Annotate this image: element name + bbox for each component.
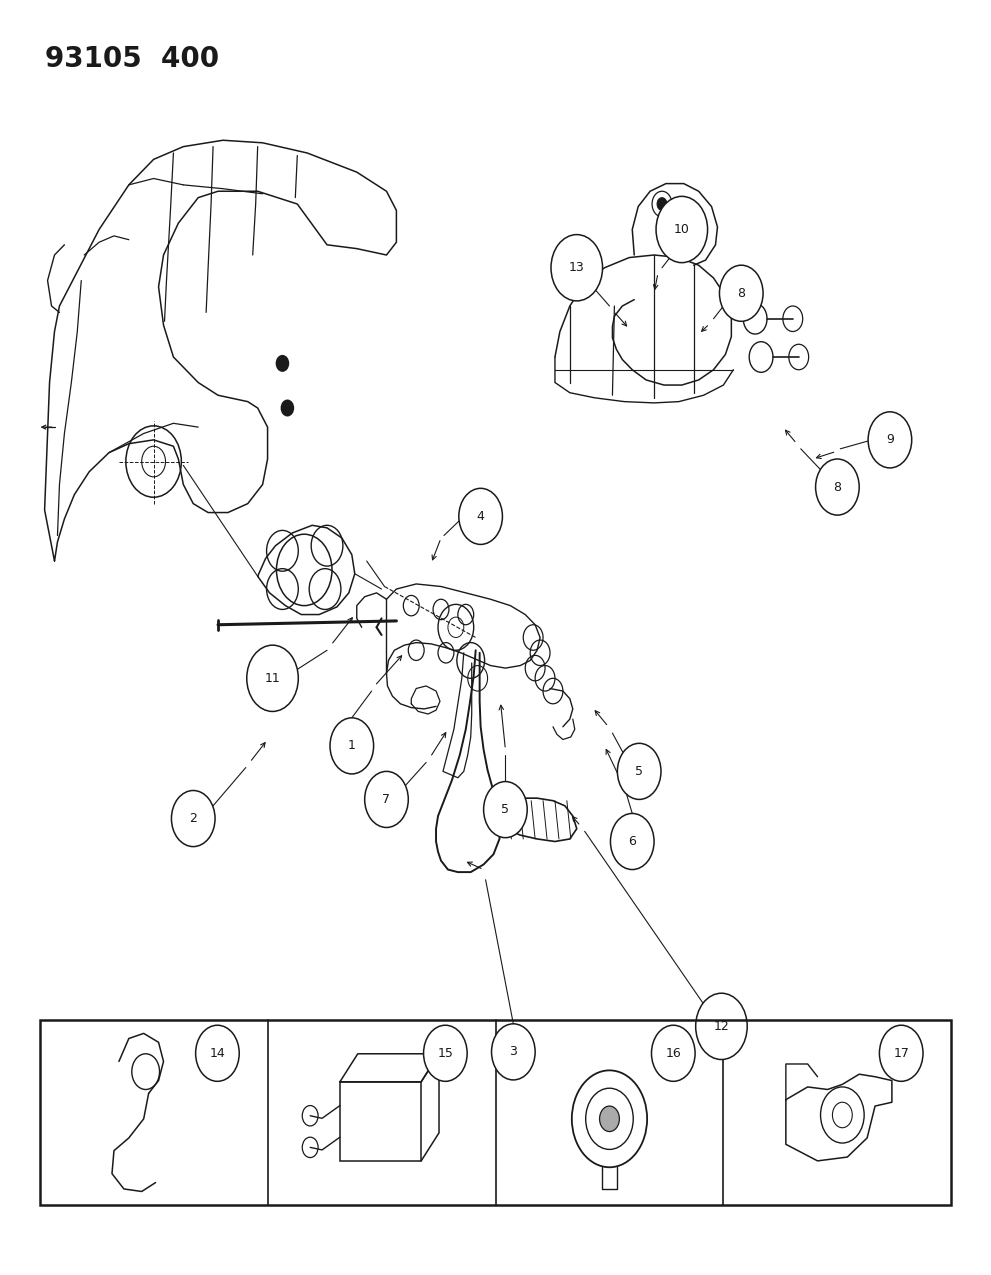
Circle shape <box>816 459 859 515</box>
Circle shape <box>657 198 667 210</box>
Circle shape <box>600 1105 619 1132</box>
Text: 16: 16 <box>665 1047 681 1060</box>
Circle shape <box>276 356 288 371</box>
Circle shape <box>551 235 603 301</box>
Circle shape <box>696 993 747 1060</box>
Text: 17: 17 <box>893 1047 909 1060</box>
Circle shape <box>651 1025 695 1081</box>
Circle shape <box>617 743 661 799</box>
Text: 5: 5 <box>501 803 509 816</box>
Text: 4: 4 <box>477 510 485 523</box>
Text: 1: 1 <box>348 740 356 752</box>
Circle shape <box>459 488 502 544</box>
Text: 8: 8 <box>833 481 841 493</box>
Text: 3: 3 <box>509 1046 517 1058</box>
Circle shape <box>330 718 374 774</box>
Text: 15: 15 <box>437 1047 453 1060</box>
Circle shape <box>879 1025 923 1081</box>
Circle shape <box>868 412 912 468</box>
Circle shape <box>484 782 527 838</box>
Text: 10: 10 <box>674 223 690 236</box>
Circle shape <box>423 1025 467 1081</box>
Circle shape <box>719 265 763 321</box>
Text: 5: 5 <box>635 765 643 778</box>
Text: 93105  400: 93105 400 <box>45 45 219 73</box>
Text: 11: 11 <box>265 672 280 685</box>
Text: 14: 14 <box>209 1047 225 1060</box>
Circle shape <box>610 813 654 870</box>
Circle shape <box>365 771 408 827</box>
Text: 12: 12 <box>714 1020 729 1033</box>
Bar <box>40 1020 951 1205</box>
Text: 9: 9 <box>886 434 894 446</box>
Circle shape <box>656 196 708 263</box>
Text: 8: 8 <box>737 287 745 300</box>
Text: 13: 13 <box>569 261 585 274</box>
Bar <box>340 1081 421 1160</box>
Circle shape <box>195 1025 239 1081</box>
Circle shape <box>247 645 298 711</box>
Text: 7: 7 <box>383 793 390 806</box>
Circle shape <box>492 1024 535 1080</box>
Circle shape <box>281 400 293 416</box>
Text: 6: 6 <box>628 835 636 848</box>
Circle shape <box>171 790 215 847</box>
Text: 2: 2 <box>189 812 197 825</box>
